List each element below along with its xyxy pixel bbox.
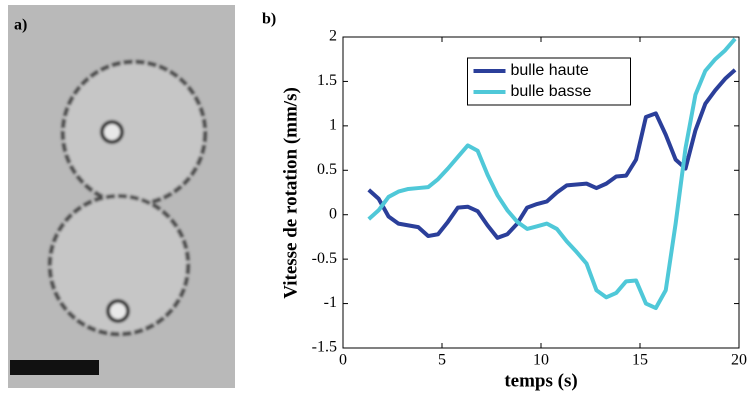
y-tick-label: 1.5 xyxy=(317,72,337,89)
y-tick-label: -1.5 xyxy=(312,339,337,356)
legend-label: bulle haute xyxy=(511,62,589,79)
y-tick-label: 1 xyxy=(329,117,337,134)
lower-drop xyxy=(48,194,190,336)
panel-label: a) xyxy=(14,17,27,34)
y-tick-label: -1 xyxy=(324,294,337,311)
scale-bar xyxy=(10,360,99,375)
x-tick-label: 15 xyxy=(632,352,648,369)
legend: bulle haute bulle basse xyxy=(467,57,631,106)
x-tick-label: 10 xyxy=(533,352,549,369)
bubbles xyxy=(48,60,207,336)
x-axis-label: temps (s) xyxy=(504,370,577,391)
series-line xyxy=(367,68,737,240)
upper-bubble xyxy=(100,120,124,144)
y-tick-label: 0 xyxy=(329,205,337,222)
y-tick-label: 2 xyxy=(329,28,337,45)
x-tick-label: 5 xyxy=(438,352,446,369)
y-axis-label: Vitesse de rotation (mm/s) xyxy=(280,87,301,299)
lower-bubble xyxy=(106,299,130,323)
micrograph: a) xyxy=(8,5,235,388)
series-line xyxy=(367,37,737,311)
x-tick-label: 0 xyxy=(339,352,347,369)
upper-drop xyxy=(61,60,207,206)
y-tick-label: -0.5 xyxy=(312,250,337,267)
legend-box xyxy=(467,57,631,106)
panel-label: b) xyxy=(262,11,276,28)
legend-label: bulle basse xyxy=(511,83,592,100)
y-tick-label: 0.5 xyxy=(317,161,337,178)
x-tick-label: 20 xyxy=(731,352,747,369)
